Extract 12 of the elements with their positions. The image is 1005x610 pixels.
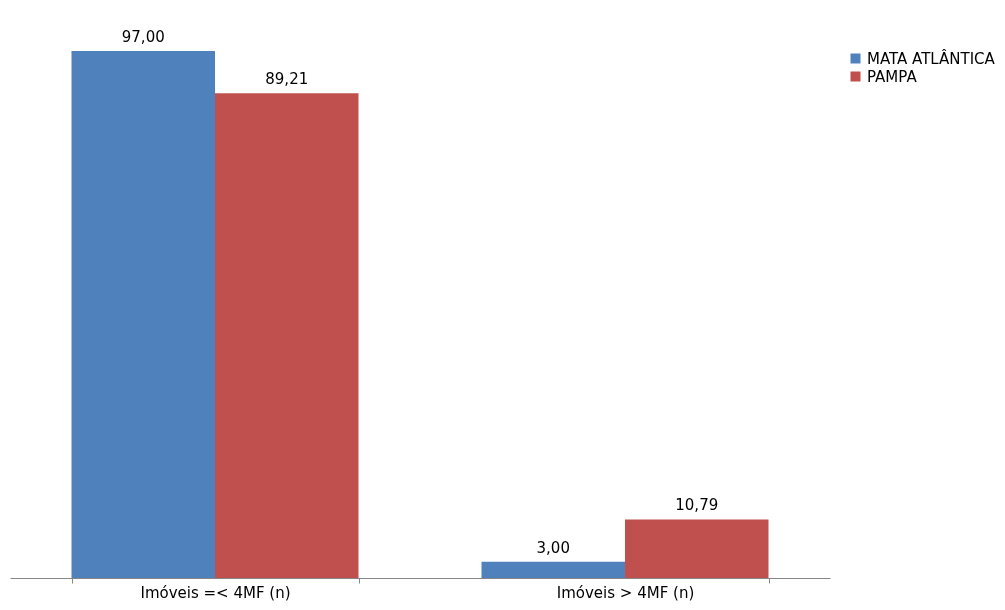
data-label: 3,00 bbox=[536, 538, 570, 557]
bar bbox=[625, 519, 769, 578]
data-label: 10,79 bbox=[675, 496, 719, 515]
x-tick-label: Imóveis =< 4MF (n) bbox=[140, 583, 291, 602]
data-label: 89,21 bbox=[265, 70, 309, 89]
bar bbox=[215, 93, 359, 578]
bar bbox=[71, 51, 215, 578]
bar bbox=[481, 561, 625, 578]
legend-label: PAMPA bbox=[867, 67, 918, 86]
x-tick-label: Imóveis > 4MF (n) bbox=[556, 583, 695, 602]
data-label: 97,00 bbox=[121, 28, 165, 46]
legend-label: MATA ATLÂNTICA bbox=[867, 48, 996, 68]
